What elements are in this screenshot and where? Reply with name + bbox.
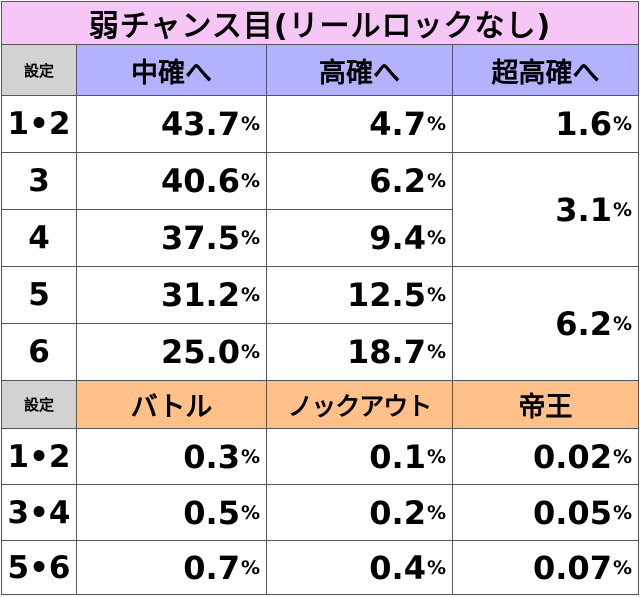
value-cell: 40.6%: [76, 152, 267, 210]
header-emperor: 帝王: [452, 380, 639, 429]
value-cell: 12.5%: [266, 266, 453, 324]
setting-header-label: 設定: [1, 380, 77, 429]
header-knockout: ノックアウト: [266, 380, 453, 429]
value-cell: 25.0%: [76, 323, 267, 381]
value-cell: 1.6%: [452, 95, 639, 153]
header-high-chance: 高確へ: [266, 44, 453, 96]
header-mid-chance: 中確へ: [76, 44, 267, 96]
value-cell: 0.4%: [266, 540, 453, 595]
value-cell: 0.1%: [266, 428, 453, 485]
setting-cell: 1•2: [1, 428, 77, 485]
value-cell: 31.2%: [76, 266, 267, 324]
value-cell: 18.7%: [266, 323, 453, 381]
value-cell: 0.5%: [76, 484, 267, 541]
value-cell: 37.5%: [76, 209, 267, 267]
header-super-high-chance: 超高確へ: [452, 44, 639, 96]
value-cell: 0.05%: [452, 484, 639, 541]
value-cell: 4.7%: [266, 95, 453, 153]
setting-cell: 5: [1, 266, 77, 324]
setting-cell: 4: [1, 209, 77, 267]
value-cell: 0.02%: [452, 428, 639, 485]
setting-cell: 6: [1, 323, 77, 381]
setting-header-label: 設定: [1, 44, 77, 96]
value-cell-merged: 3.1%: [452, 152, 639, 267]
value-cell: 9.4%: [266, 209, 453, 267]
setting-cell: 5•6: [1, 540, 77, 595]
value-cell-merged: 6.2%: [452, 266, 639, 381]
value-cell: 6.2%: [266, 152, 453, 210]
value-cell: 43.7%: [76, 95, 267, 153]
header-battle: バトル: [76, 380, 267, 429]
setting-cell: 3•4: [1, 484, 77, 541]
setting-cell: 3: [1, 152, 77, 210]
value-cell: 0.7%: [76, 540, 267, 595]
setting-cell: 1•2: [1, 95, 77, 153]
page-title: 弱チャンス目(リールロックなし): [1, 1, 639, 45]
value-cell: 0.3%: [76, 428, 267, 485]
value-cell: 0.07%: [452, 540, 639, 595]
value-cell: 0.2%: [266, 484, 453, 541]
